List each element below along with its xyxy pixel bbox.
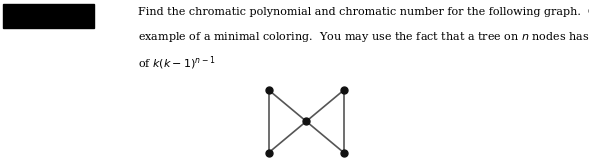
FancyBboxPatch shape — [3, 4, 94, 28]
Text: Find the chromatic polynomial and chromatic number for the following graph.  Giv: Find the chromatic polynomial and chroma… — [138, 7, 589, 17]
Text: of $k(k-1)^{n-1}$: of $k(k-1)^{n-1}$ — [138, 54, 216, 72]
Text: example of a minimal coloring.  You may use the fact that a tree on $n$ nodes ha: example of a minimal coloring. You may u… — [138, 30, 589, 44]
